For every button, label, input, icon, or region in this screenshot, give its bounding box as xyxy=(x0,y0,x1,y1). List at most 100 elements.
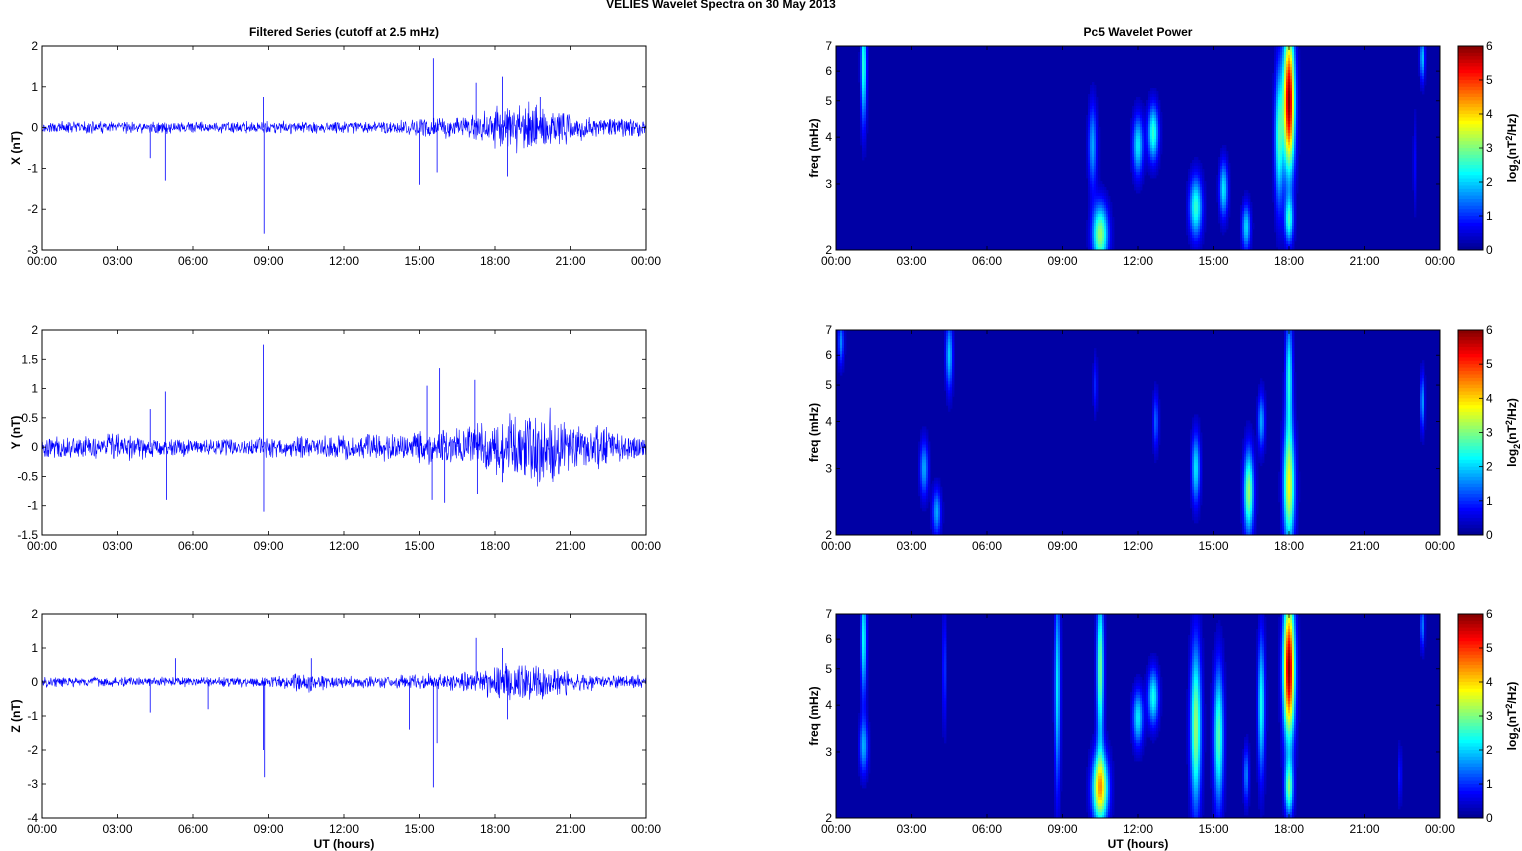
heatmap-cell xyxy=(1146,166,1149,170)
heatmap-cell xyxy=(1280,187,1283,191)
heatmap-cell xyxy=(1150,136,1153,140)
heatmap-cell xyxy=(1292,447,1295,451)
heatmap-cell xyxy=(1242,241,1245,245)
heatmap-cell xyxy=(1190,468,1193,473)
heatmap-cell xyxy=(1424,61,1427,65)
heatmap-cell xyxy=(1424,70,1427,74)
heatmap-cell xyxy=(1282,106,1285,110)
heatmap-cell xyxy=(1288,52,1291,56)
heatmap-cell xyxy=(1284,360,1287,364)
heatmap-cell xyxy=(862,106,865,110)
heatmap-cell xyxy=(1282,414,1285,418)
heatmap-cell xyxy=(1134,148,1137,152)
heatmap-cell xyxy=(1286,408,1289,412)
heatmap-cell xyxy=(858,731,861,735)
heatmap-cell xyxy=(1292,127,1295,131)
heatmap-cell xyxy=(1242,220,1245,224)
heatmap-cell xyxy=(1272,169,1275,173)
heatmap-cell xyxy=(1194,513,1197,518)
heatmap-cell xyxy=(1280,46,1283,50)
colorbar-step xyxy=(1458,127,1483,132)
heatmap-cell xyxy=(860,707,863,711)
heatmap-cell xyxy=(1284,112,1287,116)
heatmap-cell xyxy=(1286,336,1289,340)
heatmap-cell xyxy=(1150,94,1153,98)
heatmap-cell xyxy=(1110,244,1113,248)
heatmap-cell xyxy=(1096,151,1099,155)
heatmap-cell xyxy=(940,501,943,506)
heatmap-cell xyxy=(1098,178,1101,182)
heatmap-cell xyxy=(1094,172,1097,176)
heatmap-cell xyxy=(1192,175,1195,179)
heatmap-cell xyxy=(1086,241,1089,245)
heatmap-cell xyxy=(1092,112,1095,116)
heatmap-cell xyxy=(1288,516,1291,521)
heatmap-cell xyxy=(1202,196,1205,200)
heatmap-cell xyxy=(1292,504,1295,509)
heatmap-cell xyxy=(1286,495,1289,500)
heatmap-cell xyxy=(862,623,865,627)
heatmap-cell xyxy=(1246,441,1249,445)
heatmap-cell xyxy=(1294,402,1297,406)
heatmap-cell xyxy=(1294,55,1297,59)
heatmap-cell xyxy=(1154,399,1157,403)
heatmap-cell xyxy=(1098,181,1101,185)
heatmap-cell xyxy=(1252,459,1255,464)
heatmap-cell xyxy=(1272,190,1275,194)
heatmap-cell xyxy=(838,342,841,346)
heatmap-cell xyxy=(862,632,865,636)
heatmap-cell xyxy=(864,145,867,149)
heatmap-cell xyxy=(1290,438,1293,442)
heatmap-cell xyxy=(1290,214,1293,218)
heatmap-cell xyxy=(1290,49,1293,53)
heatmap-cell xyxy=(1142,142,1145,146)
heatmap-cell xyxy=(1272,172,1275,176)
heatmap-cell xyxy=(1244,507,1247,512)
heatmap-cell xyxy=(1146,160,1149,164)
heatmap-cell xyxy=(862,121,865,125)
heatmap-cell xyxy=(1152,399,1155,403)
heatmap-cell xyxy=(1200,172,1203,176)
heatmap-cell xyxy=(1204,193,1207,197)
heatmap-cell xyxy=(1280,217,1283,221)
heatmap-cell xyxy=(1144,166,1147,170)
heatmap-cell xyxy=(1194,480,1197,485)
heatmap-cell xyxy=(1286,73,1289,77)
heatmap-cell xyxy=(862,55,865,59)
heatmap-cell xyxy=(1146,148,1149,152)
heatmap-cell xyxy=(866,76,869,80)
heatmap-cell xyxy=(1282,76,1285,80)
heatmap-cell xyxy=(1200,220,1203,224)
heatmap-cell xyxy=(1154,450,1157,454)
heatmap-cell xyxy=(1190,181,1193,185)
heatmap-cell xyxy=(1140,175,1143,179)
heatmap-cell xyxy=(1296,429,1299,433)
heatmap-cell xyxy=(864,52,867,56)
heatmap-cell xyxy=(1294,94,1297,98)
heatmap-cell xyxy=(862,49,865,53)
heatmap-cell xyxy=(860,710,863,714)
colorbar-step xyxy=(1458,360,1483,365)
heatmap-cell xyxy=(1274,229,1277,233)
heatmap-cell xyxy=(1150,115,1153,119)
heatmap-cell xyxy=(1090,142,1093,146)
heatmap-cell xyxy=(938,531,941,536)
heatmap-cell xyxy=(1294,229,1297,233)
heatmap-cell xyxy=(1288,504,1291,509)
heatmap-cell xyxy=(1252,525,1255,530)
heatmap-cell xyxy=(1110,202,1113,206)
heatmap-cell xyxy=(1156,133,1159,137)
heatmap-cell xyxy=(928,492,931,497)
heatmap-cell xyxy=(1280,465,1283,470)
heatmap-cell xyxy=(1252,498,1255,503)
heatmap-cell xyxy=(1278,121,1281,125)
heatmap-cell xyxy=(1096,196,1099,200)
heatmap-cell xyxy=(1294,423,1297,427)
heatmap-cell xyxy=(866,112,869,116)
heatmap-cell xyxy=(866,88,869,92)
heatmap-cell xyxy=(1254,486,1257,491)
heatmap-cell xyxy=(946,357,949,361)
heatmap-cell xyxy=(1414,202,1417,206)
heatmap-cell xyxy=(1148,124,1151,128)
heatmap-cell xyxy=(1158,435,1161,439)
